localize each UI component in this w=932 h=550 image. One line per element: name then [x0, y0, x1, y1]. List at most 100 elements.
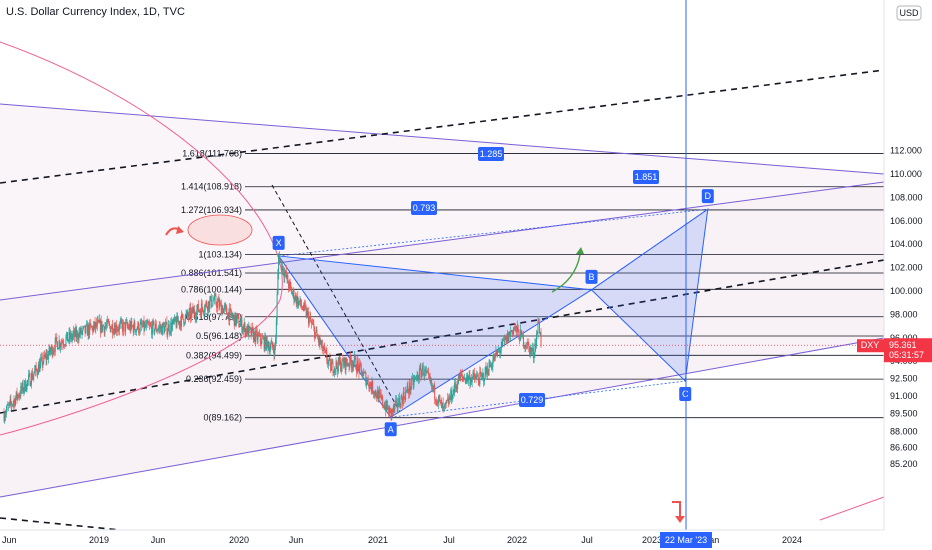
down-arrow-icon [672, 501, 681, 518]
candle-body [352, 364, 354, 367]
candle-body [233, 315, 235, 326]
candle-body [52, 351, 54, 356]
candle-body [76, 331, 78, 338]
candle-body [249, 326, 251, 328]
candle-body [54, 338, 56, 352]
candle-body [503, 338, 505, 341]
candle-body [144, 324, 146, 331]
pattern-point-badge [679, 387, 692, 402]
candle-body [190, 310, 192, 318]
candle-body [129, 324, 131, 331]
x-tick-label: 2019 [89, 535, 109, 545]
candle-body [91, 326, 93, 328]
candle-body [509, 331, 511, 337]
candle-body [432, 385, 434, 390]
candle-body [500, 347, 502, 351]
candle-body [206, 307, 208, 311]
candle-body [268, 346, 270, 350]
candle-body [105, 326, 107, 327]
y-tick-label: 112.000 [890, 146, 922, 156]
fib-label: 1.618(111.768) [182, 148, 242, 158]
candle-body [108, 322, 110, 324]
candle-body [292, 290, 294, 294]
candle-body [66, 332, 68, 342]
candle-body [337, 366, 339, 372]
candle-body [401, 396, 403, 399]
candle-body [68, 332, 70, 340]
candle-body [253, 332, 255, 341]
candle-body [102, 325, 104, 327]
candle-body [290, 284, 292, 289]
candle-body [70, 333, 72, 340]
candle-body [324, 346, 326, 350]
candle-body [119, 324, 121, 331]
candle-body [357, 361, 359, 366]
cursor-date-bg [660, 532, 712, 548]
candle-body [280, 259, 282, 261]
candle-body [185, 313, 187, 316]
candle-body [536, 333, 538, 335]
candle-body [495, 350, 497, 354]
candle-body [467, 377, 469, 382]
candle-body [284, 272, 286, 278]
candle-body [468, 375, 470, 378]
fib-label: 0.236(92.459) [186, 374, 242, 384]
candle-body [262, 338, 264, 339]
chart-title: U.S. Dollar Currency Index, 1D, TVC [6, 6, 185, 18]
candle-body [519, 329, 521, 341]
candle-body [493, 356, 495, 361]
candle-body [25, 389, 27, 391]
candle-body [330, 359, 332, 371]
candle-body [153, 321, 155, 333]
candle-body [252, 327, 254, 330]
candle-body [259, 333, 261, 336]
candle-body [501, 340, 503, 348]
candle-body [172, 319, 174, 324]
candle-body [371, 381, 373, 391]
candle-body [353, 362, 355, 367]
candle-body [167, 324, 169, 332]
pattern-point-a: A [384, 422, 397, 437]
candle-body [291, 288, 293, 295]
currency-button[interactable]: USD [896, 5, 922, 21]
candle-body [397, 406, 399, 408]
candle-body [427, 372, 429, 373]
candle-body [516, 326, 518, 332]
candle-body [193, 309, 195, 315]
candle-body [204, 304, 206, 311]
ratio-value: 1.851 [635, 172, 658, 182]
candle-body [474, 377, 476, 380]
candle-body [470, 379, 472, 383]
candle-body [180, 321, 182, 327]
candle-body [298, 300, 300, 303]
candle-body [8, 404, 10, 406]
candle-body [413, 379, 415, 386]
candle-body [372, 381, 374, 393]
candle-body [210, 296, 212, 307]
candle-body [173, 319, 175, 322]
candle-body [31, 373, 33, 380]
candle-body [483, 373, 485, 382]
candle-body [6, 405, 8, 411]
candle-body [297, 296, 299, 307]
candle-body [366, 378, 368, 382]
candle-body [96, 322, 98, 327]
candle-body [320, 343, 322, 345]
candle-body [502, 339, 504, 341]
candle-body [258, 334, 260, 336]
candle-body [139, 323, 141, 332]
candle-body [453, 389, 455, 393]
candle-body [210, 296, 212, 301]
candle-body [134, 322, 136, 330]
candle-body [422, 365, 424, 376]
candle-body [383, 406, 385, 409]
candle-body [442, 402, 444, 407]
candle-body [12, 402, 14, 405]
y-tick-label: 92.500 [890, 374, 918, 384]
candle-body [431, 385, 433, 387]
candle-body [4, 416, 6, 421]
candle-body [39, 362, 41, 372]
pattern-point-label: C [682, 389, 689, 399]
candle-body [43, 354, 45, 363]
